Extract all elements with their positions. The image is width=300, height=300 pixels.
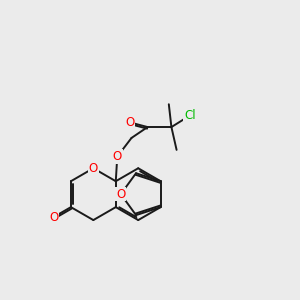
Text: O: O (125, 116, 135, 129)
Text: O: O (89, 162, 98, 175)
Text: O: O (49, 211, 58, 224)
Text: O: O (112, 150, 122, 163)
Text: Cl: Cl (184, 109, 196, 122)
Text: O: O (116, 188, 125, 201)
